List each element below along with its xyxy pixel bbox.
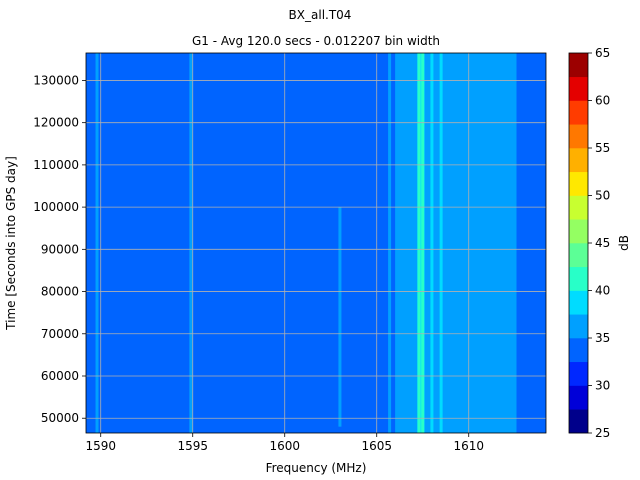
y-tick-label: 90000 [41, 242, 79, 256]
colorbar-segment [569, 124, 588, 149]
y-tick-label: 130000 [33, 73, 79, 87]
y-tick-label: 80000 [41, 285, 79, 299]
colorbar-segment [569, 76, 588, 101]
heatmap-signal-line [421, 53, 425, 433]
heatmap-signal-line [439, 53, 443, 433]
colorbar-segment [569, 53, 588, 78]
x-axis-label: Frequency (MHz) [266, 461, 367, 475]
heatmap-signal-line [338, 207, 342, 427]
colorbar-tick-label: 65 [595, 46, 610, 60]
colorbar-segment [569, 219, 588, 244]
colorbar-segment [569, 148, 588, 173]
colorbar-tick-label: 50 [595, 189, 610, 203]
y-tick-label: 120000 [33, 116, 79, 130]
heatmap-signal-line [95, 53, 99, 433]
x-tick-label: 1605 [361, 439, 392, 453]
heatmap-signal-line [388, 53, 392, 433]
colorbar-segment [569, 266, 588, 291]
heatmap-signal-line [189, 53, 193, 433]
chart-title: BX_all.T04 [289, 8, 352, 22]
heatmap-signal-line [402, 53, 406, 433]
colorbar-tick-label: 35 [595, 331, 610, 345]
colorbar-segment [569, 361, 588, 386]
heatmap-band [516, 53, 546, 433]
axes-frame [85, 52, 547, 434]
heatmap-band [417, 53, 425, 433]
colorbar-tick-label: 30 [595, 379, 610, 393]
heatmap-band [431, 53, 517, 433]
colorbar-tick-label: 25 [595, 426, 610, 440]
colorbar-tick-label: 45 [595, 236, 610, 250]
colorbar-segment [569, 171, 588, 196]
heatmap-signal-line [417, 53, 421, 433]
x-tick-label: 1590 [85, 439, 116, 453]
colorbar-segment [569, 338, 588, 363]
y-tick-label: 100000 [33, 200, 79, 214]
colorbar-segment [569, 314, 588, 339]
colorbar-ticks: 25 30 35 40 45 50 55 60 65 [588, 46, 610, 440]
x-tick-label: 1600 [269, 439, 300, 453]
x-tick-label: 1595 [177, 439, 208, 453]
x-axis-ticks: 1590 1595 1600 1605 1610 [85, 433, 484, 453]
colorbar-segment [569, 290, 588, 315]
colorbar-tick-label: 60 [595, 94, 610, 108]
heatmap-band [86, 53, 377, 433]
y-axis-ticks: 50000 60000 70000 80000 90000 100000 110000 120… [33, 73, 86, 425]
colorbar-segment [569, 195, 588, 220]
colorbar-segment [569, 243, 588, 268]
colorbar-label: dB [617, 235, 631, 251]
colorbar-tick-label: 40 [595, 284, 610, 298]
chart-subtitle: G1 - Avg 120.0 secs - 0.012207 bin width [192, 34, 440, 48]
y-axis-label: Time [Seconds into GPS day] [4, 156, 18, 331]
x-tick-label: 1610 [453, 439, 484, 453]
colorbar-segment [569, 409, 588, 434]
colorbar-segment [569, 385, 588, 410]
gridlines [86, 53, 546, 433]
y-tick-label: 110000 [33, 158, 79, 172]
heatmap-plot-area [86, 53, 546, 433]
colorbar [568, 52, 589, 434]
colorbar-tick-label: 55 [595, 141, 610, 155]
y-tick-label: 50000 [41, 411, 79, 425]
heatmap-signal-line [430, 53, 434, 433]
heatmap-band [395, 53, 432, 433]
y-tick-label: 60000 [41, 369, 79, 383]
y-tick-label: 70000 [41, 327, 79, 341]
colorbar-segment [569, 100, 588, 125]
